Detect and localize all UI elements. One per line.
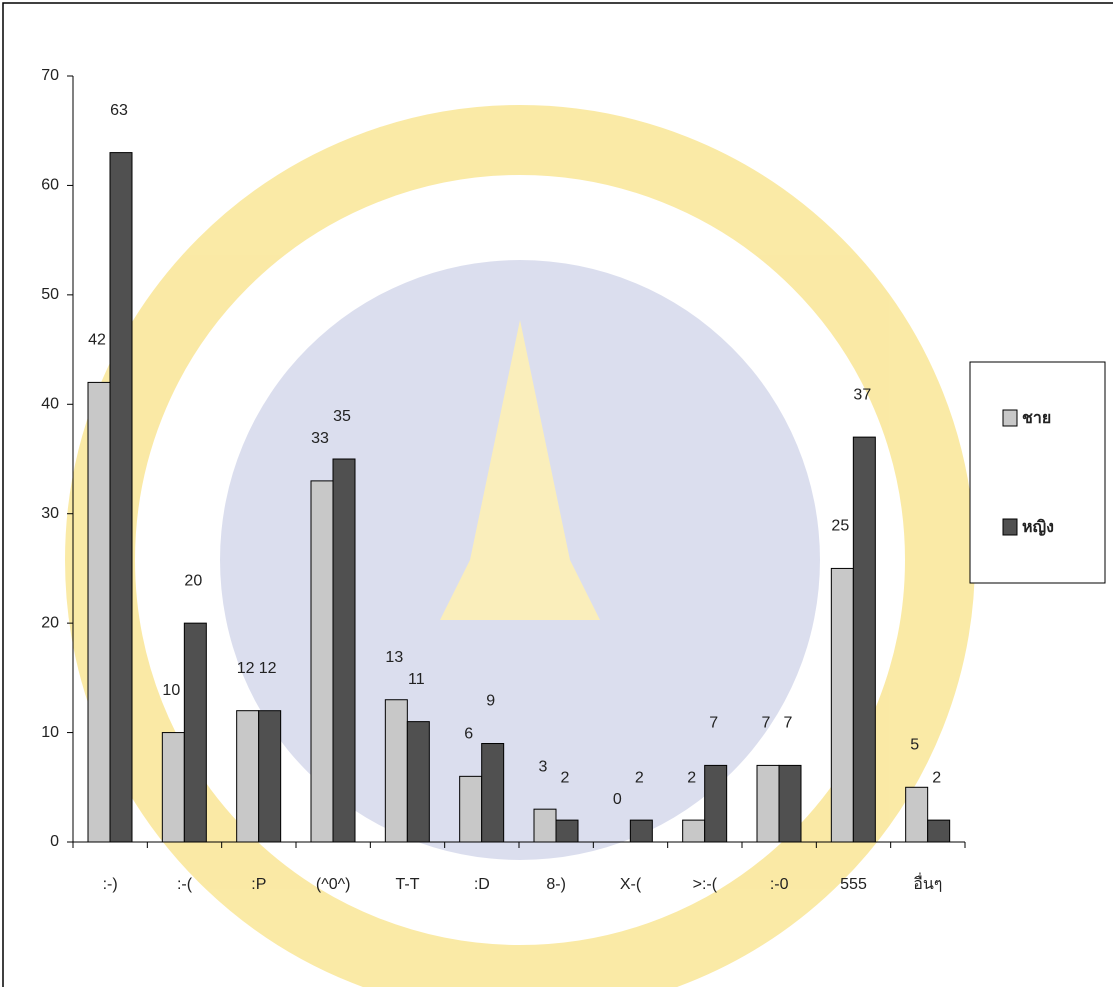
legend-swatch	[1002, 409, 1018, 427]
bar	[459, 775, 483, 843]
data-label: 9	[486, 693, 495, 710]
y-tick-label: 30	[41, 505, 59, 522]
legend-label: หญิง	[1022, 518, 1054, 537]
y-tick-label: 10	[41, 724, 59, 741]
data-label: 20	[184, 572, 202, 589]
bar	[927, 819, 951, 843]
bar	[310, 480, 334, 843]
x-tick-label: :-0	[770, 876, 789, 893]
bar	[830, 567, 854, 843]
y-tick-label: 20	[41, 614, 59, 631]
x-tick-label: X-(	[620, 876, 642, 893]
data-label: 33	[311, 430, 329, 447]
y-tick-label: 60	[41, 177, 59, 194]
data-label: 2	[635, 769, 644, 786]
data-label: 7	[762, 715, 771, 732]
data-label: 10	[162, 682, 180, 699]
x-tick-label: :-(	[177, 876, 193, 893]
x-tick-label: :D	[474, 876, 490, 893]
legend-label: ชาย	[1022, 410, 1051, 427]
data-label: 13	[385, 649, 403, 666]
legend-box	[969, 361, 1106, 584]
x-tick-label: >:-(	[693, 876, 718, 893]
data-label: 63	[110, 102, 128, 119]
watermark	[65, 105, 975, 987]
y-tick-label: 40	[41, 396, 59, 413]
bar	[161, 732, 185, 843]
data-label: 25	[831, 518, 849, 535]
bar	[236, 710, 260, 843]
data-label: 35	[333, 408, 351, 425]
data-label: 2	[687, 769, 696, 786]
data-label: 2	[932, 769, 941, 786]
bar	[384, 699, 408, 843]
bar	[406, 721, 430, 843]
x-tick-label: อื่นๆ	[913, 872, 942, 893]
data-label: 3	[539, 758, 548, 775]
data-label: 12	[237, 660, 255, 677]
data-label: 2	[561, 769, 570, 786]
bar	[629, 819, 653, 843]
data-label: 7	[709, 715, 718, 732]
bar	[704, 764, 728, 843]
data-label: 7	[784, 715, 793, 732]
y-tick-label: 70	[41, 67, 59, 84]
data-label: 5	[910, 737, 919, 754]
data-label: 0	[613, 791, 622, 808]
legend-swatch	[1002, 518, 1018, 536]
x-tick-label: (^0^)	[316, 876, 351, 893]
x-tick-label: T-T	[396, 876, 420, 893]
bar	[87, 381, 111, 843]
data-label: 6	[464, 726, 473, 743]
bar	[778, 764, 802, 843]
x-tick-label: 8-)	[546, 876, 566, 893]
y-tick-label: 0	[50, 833, 59, 850]
bar	[905, 786, 929, 843]
data-label: 37	[853, 386, 871, 403]
x-tick-label: :P	[251, 876, 266, 893]
bar	[258, 710, 282, 843]
bar	[183, 622, 207, 843]
x-tick-label: :-)	[103, 876, 118, 893]
bar	[332, 458, 356, 843]
bar	[682, 819, 706, 843]
bar	[481, 743, 505, 843]
bar	[852, 436, 876, 843]
bar	[109, 152, 133, 843]
x-tick-label: 555	[840, 876, 867, 893]
bar	[555, 819, 579, 843]
data-label: 11	[408, 671, 425, 688]
y-tick-label: 50	[41, 286, 59, 303]
data-label: 12	[259, 660, 277, 677]
bar	[756, 764, 780, 843]
data-label: 42	[88, 332, 106, 349]
bar	[533, 808, 557, 843]
